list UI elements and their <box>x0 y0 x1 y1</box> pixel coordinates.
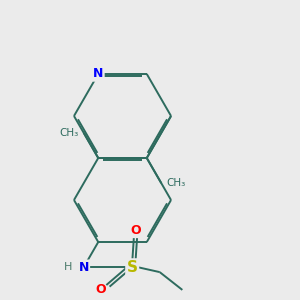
Text: O: O <box>130 224 141 237</box>
Text: N: N <box>93 68 104 80</box>
Text: S: S <box>127 260 138 275</box>
Text: H: H <box>64 262 72 272</box>
Text: N: N <box>79 261 89 274</box>
Text: CH₃: CH₃ <box>60 128 79 138</box>
Text: CH₃: CH₃ <box>166 178 185 188</box>
Text: O: O <box>95 284 106 296</box>
